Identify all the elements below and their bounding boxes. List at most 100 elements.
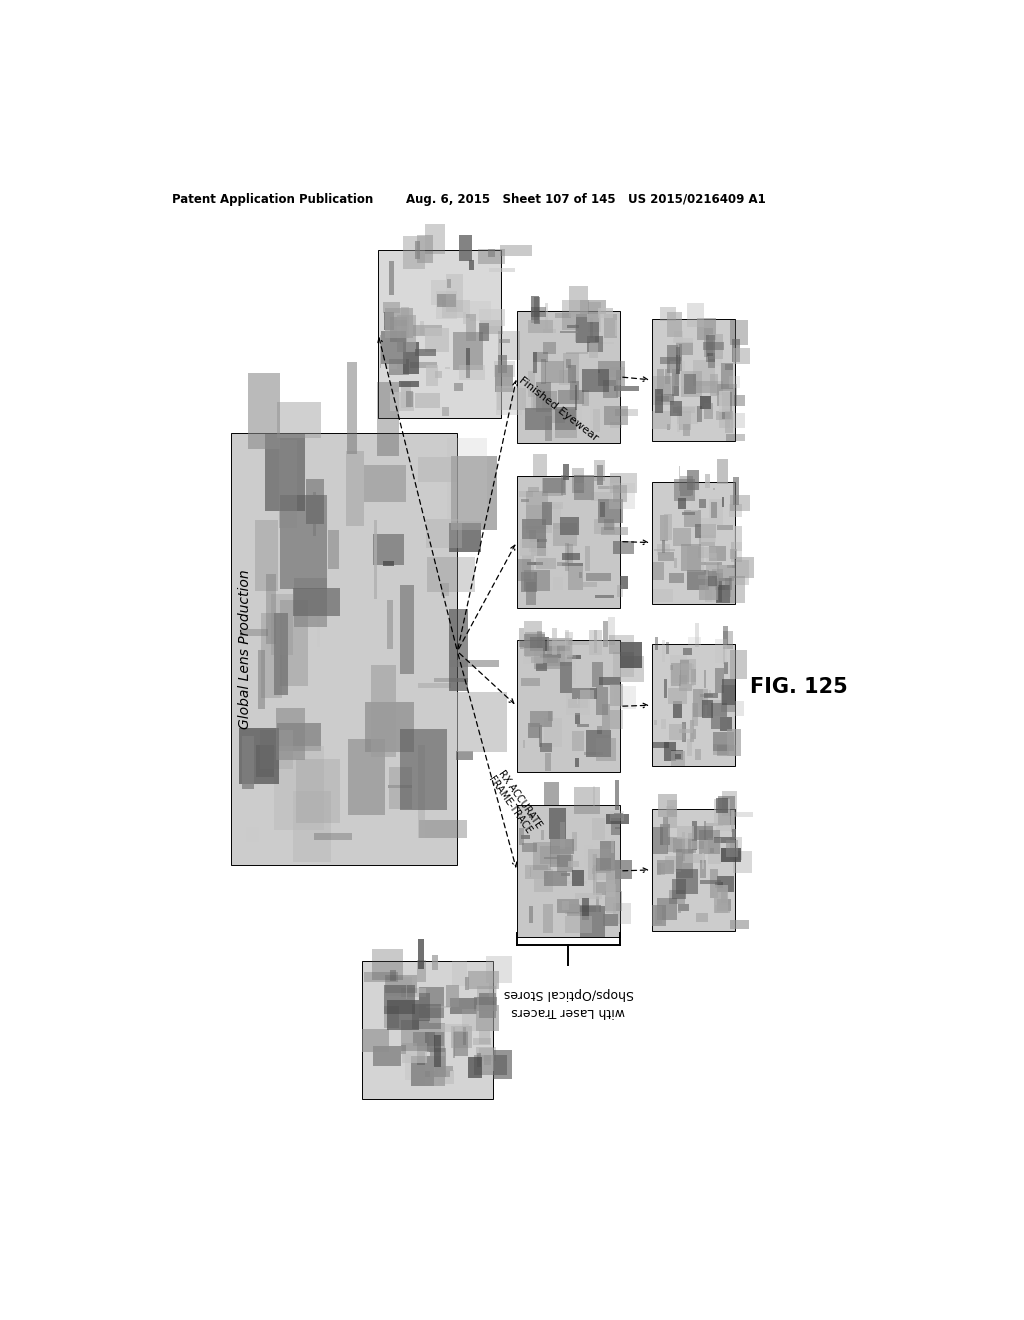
Bar	[656, 544, 670, 554]
Bar	[679, 498, 686, 510]
Bar	[610, 818, 620, 834]
Bar	[528, 816, 532, 818]
Bar	[714, 800, 730, 825]
Bar	[524, 570, 550, 590]
Bar	[525, 408, 552, 429]
Bar	[715, 578, 732, 590]
Bar	[531, 308, 546, 317]
Bar	[610, 810, 624, 821]
Bar	[654, 549, 675, 552]
Bar	[413, 325, 441, 335]
Bar	[455, 1031, 468, 1056]
Bar	[677, 826, 694, 838]
Bar	[663, 540, 665, 553]
Bar	[565, 632, 572, 657]
Bar	[374, 520, 378, 598]
Bar	[567, 655, 582, 660]
Bar	[529, 529, 537, 552]
Bar	[571, 469, 584, 494]
Bar	[276, 401, 322, 438]
Bar	[602, 704, 609, 734]
Bar	[401, 1043, 427, 1063]
Bar	[713, 743, 729, 755]
Bar	[615, 780, 618, 809]
Bar	[426, 366, 438, 387]
Bar	[476, 1047, 497, 1061]
Bar	[415, 242, 420, 259]
Bar	[568, 700, 588, 708]
Bar	[682, 833, 684, 861]
Bar	[477, 1053, 480, 1067]
Bar	[674, 407, 695, 413]
Bar	[563, 463, 569, 479]
Bar	[695, 748, 700, 760]
Bar	[381, 330, 407, 363]
Bar	[665, 368, 670, 384]
Bar	[679, 412, 690, 430]
Bar	[545, 783, 559, 805]
Bar	[700, 396, 712, 409]
Bar	[540, 536, 548, 566]
Bar	[569, 286, 588, 317]
Bar	[696, 381, 719, 393]
Bar	[489, 268, 515, 272]
Bar	[679, 343, 682, 371]
Bar	[611, 838, 613, 853]
Bar	[536, 381, 551, 412]
Bar	[548, 710, 553, 721]
Bar	[528, 487, 540, 492]
Bar	[671, 663, 681, 685]
Bar	[680, 477, 693, 496]
Bar	[565, 656, 577, 684]
Bar	[694, 623, 699, 647]
Bar	[592, 663, 603, 686]
Bar	[720, 409, 730, 428]
Bar	[542, 502, 552, 525]
Bar	[613, 652, 634, 677]
Bar	[537, 664, 547, 671]
Bar	[479, 1030, 489, 1044]
Bar	[528, 723, 541, 738]
Bar	[557, 562, 568, 566]
Bar	[385, 360, 396, 370]
Bar	[614, 828, 621, 829]
Bar	[604, 314, 617, 338]
Bar	[710, 847, 714, 853]
Bar	[567, 861, 580, 867]
Bar	[572, 688, 597, 698]
Bar	[543, 640, 549, 647]
Bar	[383, 561, 393, 565]
Bar	[529, 906, 534, 923]
Bar	[266, 574, 275, 644]
Bar	[596, 688, 608, 715]
Bar	[680, 659, 695, 682]
Bar	[362, 1030, 389, 1052]
Bar	[663, 836, 674, 843]
Text: RX ACCURATE
FRAME-TRACE: RX ACCURATE FRAME-TRACE	[486, 768, 544, 837]
Text: Shops/Optical Stores: Shops/Optical Stores	[504, 987, 634, 999]
Bar	[568, 364, 575, 383]
Bar	[557, 899, 580, 913]
Bar	[561, 475, 566, 495]
Bar	[466, 348, 470, 378]
Bar	[560, 517, 579, 535]
Bar	[705, 474, 710, 487]
Bar	[690, 669, 695, 685]
Bar	[730, 920, 749, 929]
Bar	[580, 690, 594, 709]
Bar	[696, 913, 708, 921]
Bar	[520, 539, 537, 556]
Bar	[659, 358, 681, 364]
Bar	[426, 1006, 452, 1008]
Bar	[681, 371, 702, 397]
Bar	[690, 719, 693, 742]
Bar	[705, 574, 720, 602]
Bar	[454, 333, 483, 370]
Bar	[413, 1032, 444, 1047]
Bar	[694, 826, 713, 841]
Bar	[452, 1026, 472, 1048]
Bar	[419, 684, 451, 688]
Bar	[521, 499, 529, 502]
Bar	[588, 314, 600, 322]
Bar	[537, 631, 542, 648]
